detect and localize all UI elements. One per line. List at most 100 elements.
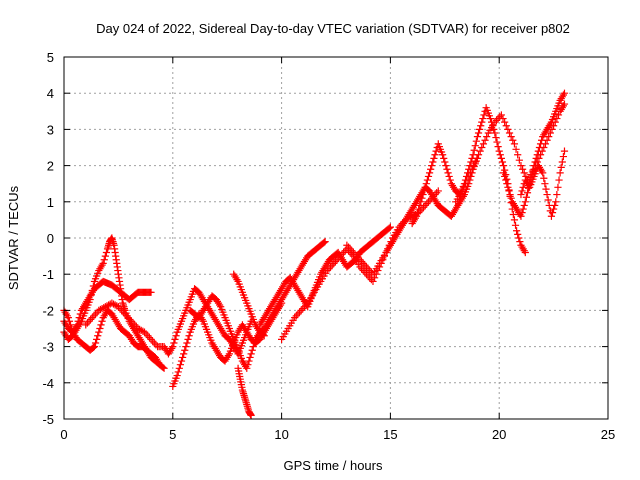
data-point (558, 158, 566, 166)
data-point (550, 113, 558, 121)
y-tick-label: -1 (42, 267, 54, 282)
data-point (206, 333, 214, 342)
data-point (552, 198, 560, 206)
data-point (231, 338, 239, 346)
data-point (65, 317, 74, 325)
data-point (180, 312, 188, 320)
data-point (468, 165, 476, 173)
data-point (480, 111, 488, 119)
data-point (415, 205, 423, 213)
data-point (509, 210, 517, 219)
series-track-o (517, 147, 569, 220)
data-point (227, 330, 236, 338)
data-point (226, 347, 235, 355)
data-point (514, 151, 522, 159)
data-point (531, 170, 539, 178)
data-point (91, 275, 100, 283)
data-point (417, 198, 425, 206)
data-point (560, 100, 569, 108)
data-point (75, 314, 83, 322)
data-point (160, 364, 168, 372)
y-axis-label: SDTVAR / TECUs (6, 185, 21, 290)
chart-title: Day 024 of 2022, Sidereal Day-to-day VTE… (96, 21, 570, 36)
data-point (445, 172, 453, 181)
data-point (434, 140, 442, 148)
data-point (474, 151, 483, 159)
data-point (181, 346, 189, 354)
data-point (521, 248, 529, 257)
data-marks (60, 89, 569, 419)
x-tick-label: 10 (274, 427, 288, 442)
data-point (371, 274, 379, 282)
data-point (538, 136, 546, 144)
data-point (321, 238, 329, 246)
data-point (94, 332, 102, 340)
data-point (560, 89, 569, 97)
data-point (548, 115, 557, 124)
data-point (242, 296, 250, 305)
data-point (472, 137, 480, 145)
y-tick-label: -2 (42, 303, 54, 318)
data-point (229, 333, 237, 341)
data-point (181, 309, 189, 317)
data-point (517, 212, 525, 220)
data-point (511, 221, 520, 229)
data-point (512, 145, 520, 153)
data-point (217, 303, 225, 311)
data-point (79, 312, 88, 320)
data-point (440, 154, 448, 162)
data-point (234, 277, 242, 286)
data-point (90, 277, 99, 286)
data-point (544, 196, 552, 204)
x-tick-label: 15 (383, 427, 397, 442)
data-point (510, 140, 519, 148)
data-point (199, 317, 207, 325)
data-point (441, 158, 449, 166)
data-point (89, 343, 97, 352)
data-point (245, 357, 253, 365)
data-point (236, 283, 244, 291)
data-point (174, 368, 182, 376)
data-point (414, 209, 422, 217)
data-point (234, 346, 242, 354)
data-point (446, 176, 454, 184)
data-point (369, 277, 377, 286)
data-point (202, 325, 211, 334)
data-point (185, 298, 193, 306)
data-point (548, 209, 557, 217)
data-point (88, 286, 96, 295)
data-point (444, 169, 452, 177)
data-point (513, 227, 521, 235)
data-point (77, 317, 86, 325)
data-point (232, 341, 240, 349)
data-point (507, 133, 515, 141)
data-point (506, 190, 514, 199)
data-point (94, 269, 102, 277)
data-point (159, 363, 167, 372)
data-point (557, 163, 565, 172)
data-point (471, 158, 479, 166)
data-point (250, 339, 258, 347)
data-point (517, 162, 525, 170)
data-point (539, 169, 547, 177)
data-point (427, 165, 435, 173)
data-point (416, 201, 424, 210)
data-point (483, 133, 491, 141)
data-point (470, 162, 478, 170)
data-point (91, 339, 100, 347)
data-point (233, 331, 241, 339)
data-point (515, 234, 523, 242)
data-point (237, 285, 245, 294)
data-point (247, 411, 255, 419)
data-point (523, 189, 532, 197)
data-point (176, 320, 185, 328)
data-point (531, 158, 539, 166)
series-track-g (230, 238, 329, 336)
data-point (221, 314, 229, 322)
data-point (260, 332, 268, 340)
data-point (68, 324, 76, 333)
data-point (247, 310, 255, 318)
data-point (64, 314, 72, 322)
data-point (497, 111, 505, 119)
data-point (505, 187, 513, 195)
